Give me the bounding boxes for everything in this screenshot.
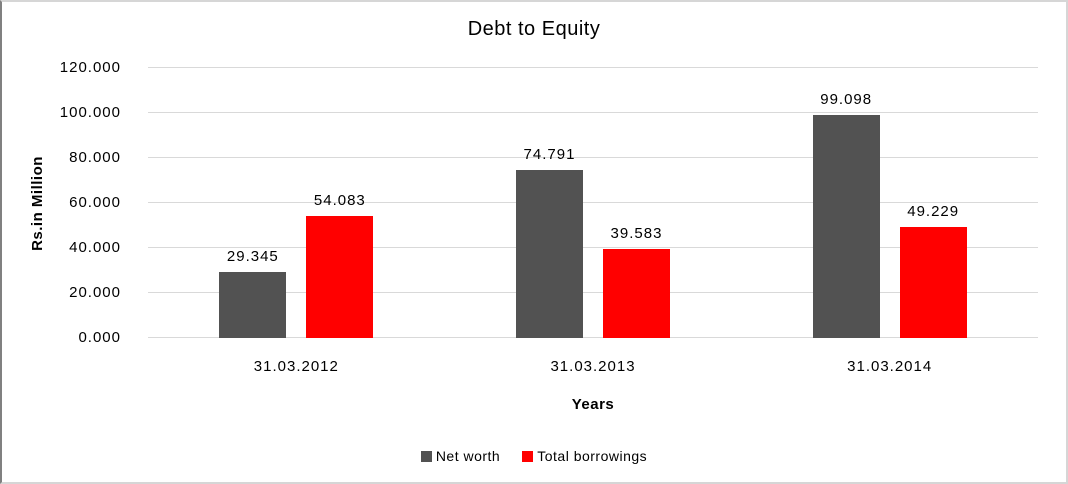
gridline [148,157,1038,158]
bar-net-worth: 29.345 [219,248,287,338]
y-tick-label: 100.000 [59,104,121,121]
gridline [148,202,1038,203]
legend-label: Total borrowings [537,448,648,464]
bar-value-label: 74.791 [523,145,576,163]
bar-total-borrowings: 39.583 [603,225,670,338]
legend-label: Net worth [435,448,501,464]
gridline [148,337,1038,338]
bar-value-label: 39.583 [610,224,663,242]
y-tick-label: 80.000 [69,149,121,166]
gridline [148,292,1038,293]
legend-item-net-worth: Net worth [420,448,501,464]
chart-title: Debt to Equity [467,18,601,40]
plot-area: 29.345 54.083 74.791 39.583 99.098 49.229 [148,67,1038,338]
bar-net-worth: 74.791 [516,146,583,338]
bar-group-31-03-2014: 99.098 49.229 [741,68,1038,338]
y-tick-label: 120.000 [59,59,121,76]
gridline [148,112,1038,113]
bar-total-borrowings: 54.083 [306,192,374,338]
bar-net-worth: 99.098 [812,91,880,338]
bar-value-label: 49.229 [907,203,960,221]
x-category-label: 31.03.2014 [847,358,933,375]
x-category-label: 31.03.2013 [550,358,636,375]
bars-layer: 29.345 54.083 74.791 39.583 99.098 49.229 [148,68,1038,338]
y-tick-label: 0.000 [78,329,121,346]
bar-value-label: 54.083 [313,192,366,210]
x-axis-category-labels: 31.03.2012 31.03.2013 31.03.2014 [148,357,1038,377]
legend-item-total-borrowings: Total borrowings [522,448,647,464]
bar-value-label: 29.345 [226,247,279,265]
legend: Net worth Total borrowings [2,448,1066,464]
legend-marker-icon [522,450,534,462]
gridline [148,247,1038,248]
bar-total-borrowings: 49.229 [899,203,967,338]
gridline [148,67,1038,68]
bar-group-31-03-2012: 29.345 54.083 [148,68,445,338]
x-axis-title: Years [571,396,615,413]
y-axis-tick-labels: 0.000 20.000 40.000 60.000 80.000 100.000 120.… [2,60,134,346]
y-tick-label: 40.000 [69,239,121,256]
legend-marker-icon [420,450,432,462]
bar-group-31-03-2013: 74.791 39.583 [445,68,742,338]
bar-value-label: 99.098 [820,91,873,109]
y-tick-label: 20.000 [69,284,121,301]
y-tick-label: 60.000 [69,194,121,211]
x-category-label: 31.03.2012 [253,358,339,375]
